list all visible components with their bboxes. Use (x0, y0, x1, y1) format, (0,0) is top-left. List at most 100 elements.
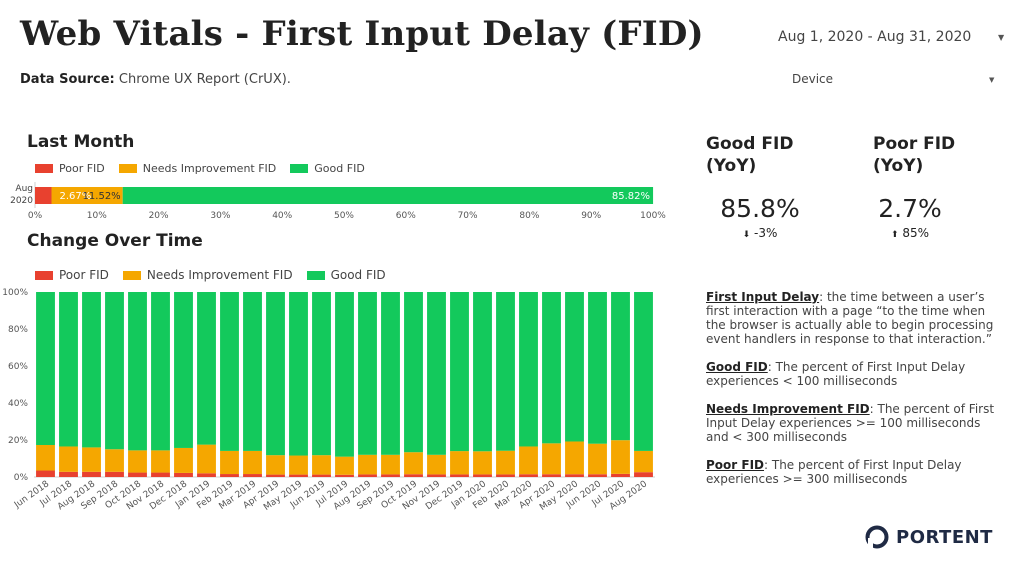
bar-segment-good-fid (450, 292, 469, 452)
bar-segment-needs-improvement-fid (312, 455, 331, 475)
bar-segment-poor-fid (36, 470, 55, 477)
data-source: Data Source: Chrome UX Report (CrUX). (20, 72, 291, 87)
definition-text: : The percent of First Input Delay exper… (706, 360, 966, 388)
bar-segment-poor-fid (450, 474, 469, 477)
bar-segment-needs-improvement-fid (519, 446, 538, 475)
bar-segment-poor-fid (197, 473, 216, 477)
legend-swatch-poor (35, 270, 53, 280)
bar-segment-needs-improvement-fid (542, 443, 561, 475)
data-label: 11.52% (83, 191, 121, 202)
bar-segment-good-fid (611, 292, 630, 441)
bar-segment-needs-improvement-fid (473, 451, 492, 475)
bar-segment-good-fid (197, 292, 216, 445)
x-tick-label: 30% (210, 211, 230, 221)
legend-swatch-good (290, 164, 309, 173)
bar-segment-poor-fid (289, 474, 308, 477)
bar-segment-needs-improvement-fid (565, 441, 584, 475)
bar-segment-poor-fid (59, 471, 78, 477)
date-range-value: Aug 1, 2020 - Aug 31, 2020 (778, 29, 972, 45)
bar-segment-poor-fid (381, 474, 400, 477)
legend-item-needs: Needs Improvement FID (122, 268, 293, 282)
bar-segment-needs-improvement-fid (82, 447, 101, 472)
kpi-title-line1: Poor FID (873, 134, 956, 154)
bar-segment-needs-improvement-fid (36, 444, 55, 471)
category-label-line2: 2020 (10, 196, 33, 206)
bar-segment-good-fid (151, 292, 170, 451)
x-tick-label: 20% (149, 211, 169, 221)
y-tick-label: 0% (14, 473, 29, 483)
bar-segment-good-fid (82, 292, 101, 448)
x-tick-label: 70% (458, 211, 478, 221)
y-tick-label: 20% (8, 436, 28, 446)
bar-segment-good-fid (542, 292, 561, 444)
definition-term: Needs Improvement FID (706, 402, 870, 416)
bar-segment-poor-fid (243, 474, 262, 477)
bar-segment-poor-fid (611, 473, 630, 477)
legend-item-poor: Poor FID (35, 162, 105, 175)
kpi-title: Good FID (YoY) (706, 133, 816, 177)
date-range-dropdown-icon[interactable]: ▼ (998, 33, 1005, 42)
bar-segment-needs-improvement-fid (243, 450, 262, 475)
definition-term: Poor FID (706, 458, 765, 472)
bar-segment-poor-fid (312, 474, 331, 477)
bar-segment-poor-fid (128, 472, 147, 477)
bar-segment-good-fid (473, 292, 492, 452)
bar-segment-poor-fid (565, 474, 584, 477)
y-tick-label: 80% (8, 325, 28, 335)
bar-segment-needs-improvement-fid (220, 450, 239, 475)
bar-segment-poor-fid (404, 474, 423, 477)
x-tick-label: 0% (28, 211, 43, 221)
bar-segment-good-fid (122, 187, 654, 204)
date-range-selector[interactable]: Aug 1, 2020 - Aug 31, 2020 (778, 29, 971, 45)
bar-segment-good-fid (289, 292, 308, 456)
data-source-label: Data Source: (20, 72, 115, 87)
legend-item-needs: Needs Improvement FID (118, 162, 276, 175)
device-filter-label: Device (792, 72, 834, 86)
kpi-title-line2: (YoY) (873, 156, 924, 176)
kpi-good-value: 85.8% (720, 194, 800, 223)
last-month-heading: Last Month (27, 132, 135, 152)
device-dropdown-icon[interactable]: ▼ (989, 76, 995, 84)
bar-segment-needs-improvement-fid (496, 450, 515, 475)
definition-text: : The percent of First Input Delay exper… (706, 458, 962, 486)
bar-segment-good-fid (496, 292, 515, 451)
definitions: First Input Delay: the time between a us… (706, 290, 1006, 500)
bar-segment-poor-fid (105, 471, 124, 477)
y-tick-label: 40% (8, 399, 28, 409)
bar-segment-poor-fid (174, 472, 193, 477)
kpi-title-line1: Good FID (706, 134, 794, 154)
x-tick-label: 100% (640, 211, 666, 221)
bar-segment-needs-improvement-fid (128, 450, 147, 473)
bar-segment-needs-improvement-fid (151, 450, 170, 473)
bar-segment-good-fid (59, 292, 78, 447)
bar-segment-poor-fid (220, 474, 239, 477)
x-tick-label: 90% (581, 211, 601, 221)
kpi-title: Poor FID (YoY) (873, 133, 983, 177)
bar-segment-needs-improvement-fid (450, 451, 469, 475)
last-month-chart: Aug 2020 2.67%11.52% 85.82% 0% 10% 20% 30% 40% 50… (10, 182, 666, 221)
device-filter[interactable]: Device (792, 72, 833, 86)
y-tick-label: 100% (2, 288, 28, 298)
category-label-line1: Aug (15, 184, 33, 194)
definition-needs: Needs Improvement FID: The percent of Fi… (706, 402, 1006, 444)
kpi-poor-fid: Poor FID (YoY) (873, 133, 983, 177)
bar-segment-needs-improvement-fid (174, 447, 193, 473)
portent-logo: PORTENT (864, 524, 993, 550)
legend-label-needs: Needs Improvement FID (146, 268, 293, 282)
x-tick-label: 50% (334, 211, 354, 221)
bar-segment-poor-fid (588, 474, 607, 477)
bar-segment-good-fid (243, 292, 262, 451)
definition-term: First Input Delay (706, 290, 820, 304)
definition-term: Good FID (706, 360, 768, 374)
bar-segment-good-fid (519, 292, 538, 447)
bar-segment-needs-improvement-fid (404, 452, 423, 475)
bar-segment-poor-fid (496, 474, 515, 477)
legend-item-good: Good FID (290, 162, 365, 175)
legend-swatch-needs (122, 270, 141, 280)
definition-good: Good FID: The percent of First Input Del… (706, 360, 1006, 388)
bar-segment-poor-fid (151, 472, 170, 477)
bar-segment-needs-improvement-fid (358, 454, 377, 475)
legend-swatch-needs (118, 164, 137, 173)
bar-segment-needs-improvement-fid (289, 455, 308, 475)
